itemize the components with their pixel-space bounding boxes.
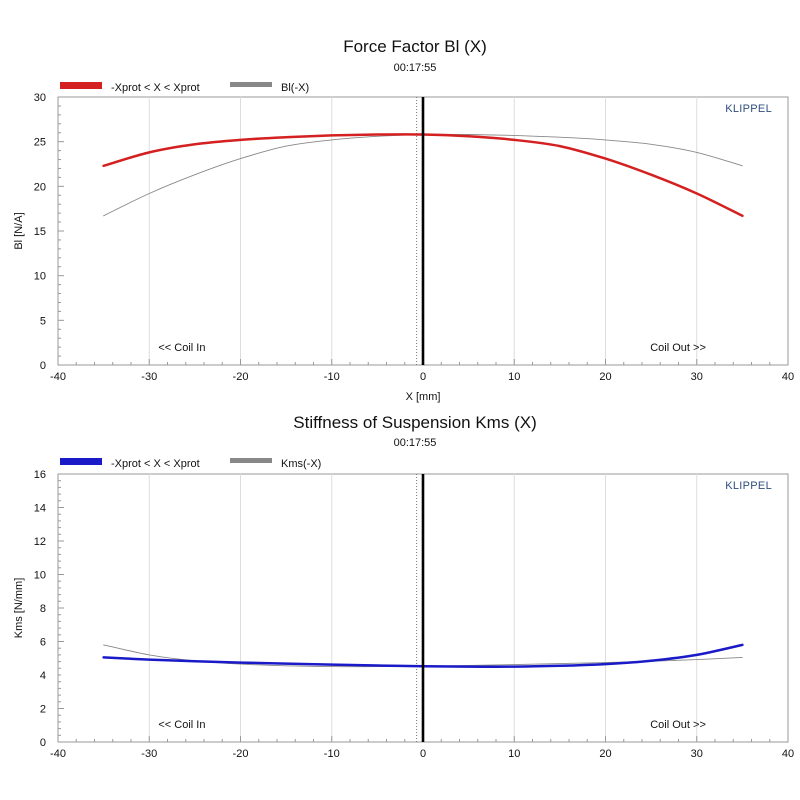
legend-entry: Kms(-X) [230, 458, 321, 470]
x-tick-label: 30 [691, 371, 703, 383]
x-tick-label: 0 [420, 371, 426, 383]
y-tick-label: 20 [34, 181, 46, 193]
annotation-coil-out: Coil Out >> [650, 719, 706, 731]
chart-title: Stiffness of Suspension Kms (X) [293, 413, 536, 432]
x-tick-label: -10 [324, 748, 340, 760]
y-tick-label: 10 [34, 271, 46, 283]
y-tick-label: 2 [40, 704, 46, 716]
legend-swatch [60, 458, 102, 465]
x-axis-label: X [mm] [406, 391, 441, 403]
chart-title: Force Factor Bl (X) [343, 37, 487, 56]
y-tick-label: 0 [40, 360, 46, 372]
legend-label: Bl(-X) [281, 82, 309, 94]
annotation-coil-in: << Coil In [158, 719, 205, 731]
annotation-coil-out: Coil Out >> [650, 342, 706, 354]
chart-0: Force Factor Bl (X) 00:17:55 -Xprot < X < … [13, 37, 794, 403]
x-tick-label: -30 [141, 748, 157, 760]
x-tick-label: 20 [599, 748, 611, 760]
y-tick-label: 5 [40, 315, 46, 327]
x-tick-label: -20 [233, 371, 249, 383]
x-tick-label: -20 [233, 748, 249, 760]
y-tick-label: 10 [34, 570, 46, 582]
x-tick-label: 10 [508, 748, 520, 760]
legend-label: -Xprot < X < Xprot [111, 458, 200, 470]
legend-label: -Xprot < X < Xprot [111, 82, 200, 94]
y-tick-label: 8 [40, 603, 46, 615]
legend-entry: Bl(-X) [230, 82, 309, 94]
y-tick-label: 4 [40, 670, 46, 682]
y-axis-label: Kms [N/mm] [13, 578, 25, 639]
y-tick-label: 14 [34, 503, 46, 515]
y-axis-label: Bl [N/A] [13, 212, 25, 249]
y-tick-label: 16 [34, 469, 46, 481]
x-tick-label: -40 [50, 371, 66, 383]
y-tick-label: 0 [40, 737, 46, 749]
legend-swatch [230, 458, 272, 463]
x-tick-label: 0 [420, 748, 426, 760]
x-tick-label: 30 [691, 748, 703, 760]
brand-label: KLIPPEL [725, 103, 772, 115]
y-tick-label: 30 [34, 92, 46, 104]
x-tick-label: 40 [782, 748, 794, 760]
chart-subtitle: 00:17:55 [394, 62, 437, 74]
x-tick-label: -40 [50, 748, 66, 760]
x-tick-label: 20 [599, 371, 611, 383]
chart-subtitle: 00:17:55 [394, 437, 437, 449]
chart-1: Stiffness of Suspension Kms (X) 00:17:55 -… [13, 413, 794, 760]
y-tick-label: 12 [34, 536, 46, 548]
legend-swatch [230, 82, 272, 87]
brand-label: KLIPPEL [725, 480, 772, 492]
x-tick-label: -10 [324, 371, 340, 383]
y-tick-label: 25 [34, 137, 46, 149]
legend-label: Kms(-X) [281, 458, 321, 470]
legend-entry: -Xprot < X < Xprot [60, 82, 200, 94]
x-tick-label: -30 [141, 371, 157, 383]
legend-swatch [60, 82, 102, 89]
legend-entry: -Xprot < X < Xprot [60, 458, 200, 470]
y-tick-label: 15 [34, 226, 46, 238]
x-tick-label: 10 [508, 371, 520, 383]
y-tick-label: 6 [40, 637, 46, 649]
annotation-coil-in: << Coil In [158, 342, 205, 354]
x-tick-label: 40 [782, 371, 794, 383]
